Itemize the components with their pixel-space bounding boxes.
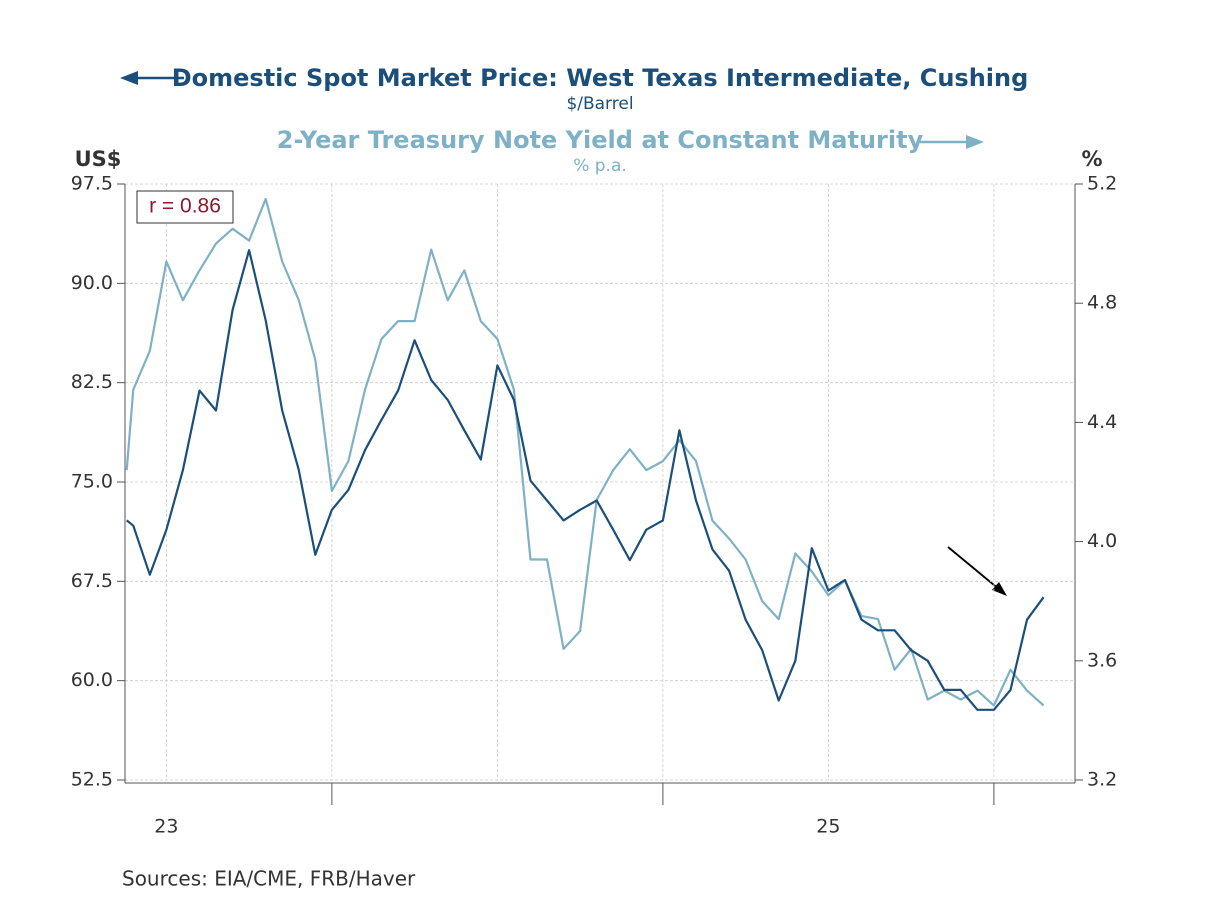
y-tick-label: 90.0 xyxy=(71,272,113,294)
y-tick-label: 97.5 xyxy=(71,173,113,195)
x-tick-label: 23 xyxy=(154,816,178,838)
y2-tick-label: 4.4 xyxy=(1087,411,1117,433)
line-series xyxy=(125,197,1045,707)
line-series xyxy=(126,249,1045,711)
y2-axis-label: % xyxy=(1081,147,1102,171)
y-tick-label: 67.5 xyxy=(71,570,113,592)
annotation: r = 0.86 xyxy=(149,195,221,218)
y2-tick-label: 3.2 xyxy=(1087,769,1117,791)
legend-arrow-right xyxy=(920,135,984,149)
y2-tick-label: 4.8 xyxy=(1087,292,1117,314)
title-unit: $/Barrel xyxy=(566,94,633,114)
y-tick-label: 52.5 xyxy=(71,769,113,791)
annotation-arrow xyxy=(947,546,1007,596)
y-tick-label: 75.0 xyxy=(71,471,113,493)
y-axis-label: US$ xyxy=(75,147,122,171)
source: Sources: EIA/CME, FRB/Haver xyxy=(122,867,416,891)
annotation-box xyxy=(136,190,234,224)
y2-tick-label: 3.6 xyxy=(1087,649,1117,671)
chart-subtitle: 2-Year Treasury Note Yield at Constant M… xyxy=(277,126,924,154)
y2-tick-label: 4.0 xyxy=(1087,530,1117,552)
y2-tick-label: 5.2 xyxy=(1087,173,1117,195)
y-tick-label: 82.5 xyxy=(71,371,113,393)
subtitle-unit: % p.a. xyxy=(573,156,627,176)
legend-arrow-left xyxy=(120,71,184,85)
y-tick-label: 60.0 xyxy=(71,669,113,691)
chart-title: Domestic Spot Market Price: West Texas I… xyxy=(172,64,1029,92)
x-tick-label: 25 xyxy=(816,816,840,838)
